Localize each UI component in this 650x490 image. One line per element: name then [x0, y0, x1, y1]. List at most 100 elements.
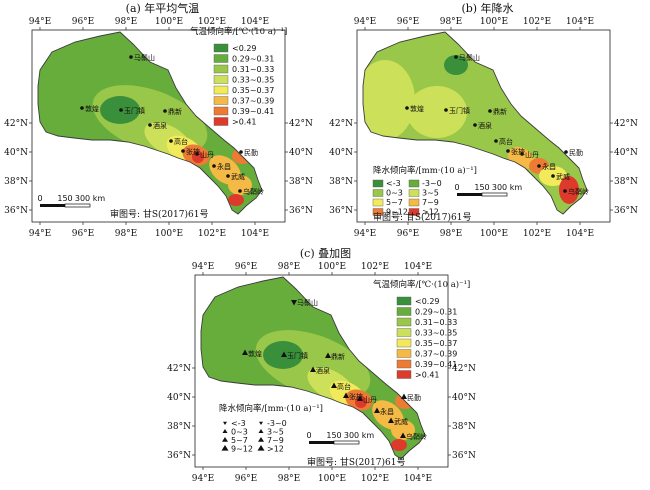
- legend-label: >12: [267, 445, 284, 454]
- legend-swatch: [213, 64, 229, 74]
- legend-label: 0.35~0.37: [415, 339, 457, 348]
- isoline-zone: [355, 396, 367, 408]
- review-number: 审图号: 甘S(2017)61号: [110, 208, 208, 220]
- y-tick-label: 36°N: [289, 206, 313, 216]
- scale-label: 150: [474, 183, 489, 192]
- panel-title: (a) 年平均气温: [125, 2, 200, 15]
- legend-label: 5~7: [386, 198, 403, 207]
- x-tick-label: 102°E: [523, 17, 551, 27]
- legend-swatch: [372, 189, 384, 197]
- legend-swatch: [213, 75, 229, 84]
- station-label: 乌鞘岭: [568, 187, 589, 196]
- y-tick-label: 36°N: [452, 451, 476, 461]
- y-tick-label: 40°N: [329, 148, 353, 158]
- x-tick-label: 102°E: [361, 474, 389, 484]
- x-tick-label: 94°E: [354, 17, 377, 27]
- legend-title: 气温倾向率/[℃·(10 a)⁻¹]: [190, 26, 287, 37]
- station-label: 永昌: [380, 407, 394, 416]
- map-precipitation: 94°E 94°E 96°E 96°E 98°E 98°E 100°E 100°E 102°E 1…: [329, 17, 638, 239]
- legend-title: 气温倾向率/[℃·(10 a)⁻¹]: [373, 279, 470, 290]
- legend-label: 0.31~0.33: [415, 318, 457, 327]
- legend-swatch: [213, 85, 229, 95]
- x-tick-label: 96°E: [72, 229, 95, 239]
- station-dot: [494, 139, 498, 143]
- x-tick-label: 98°E: [440, 17, 463, 27]
- y-tick-label: 42°N: [614, 119, 638, 129]
- x-tick-label: 94°E: [354, 229, 377, 239]
- scale-bar: [64, 203, 91, 208]
- legend-swatch: [408, 179, 420, 188]
- legend-title: 降水倾向率/[mm·(10 a)⁻¹]: [373, 165, 477, 176]
- scale-label: 300 km: [75, 194, 105, 203]
- legend-swatch: [372, 198, 384, 207]
- station-label: 高台: [499, 137, 513, 146]
- station-dot: [405, 106, 409, 110]
- station-label: 敦煌: [410, 104, 424, 113]
- legend-label: 0.35~0.37: [232, 86, 274, 95]
- map-frame: [31, 29, 286, 223]
- station-label: 乌鞘岭: [406, 432, 427, 441]
- station-marker: [325, 352, 331, 358]
- y-tick-label: 40°N: [4, 148, 28, 158]
- map-frame: [194, 274, 449, 468]
- x-tick-label: 102°E: [198, 17, 226, 27]
- x-tick-label: 96°E: [235, 262, 258, 272]
- y-tick-label: 42°N: [289, 119, 313, 129]
- station-label: 乌鞘岭: [243, 187, 264, 196]
- legend-label: 0.37~0.39: [232, 97, 274, 106]
- legend-swatch: [396, 349, 412, 358]
- x-tick-label: 100°E: [155, 229, 183, 239]
- station-label: 武威: [394, 417, 408, 426]
- y-tick-label: 38°N: [329, 177, 353, 187]
- x-tick-label: 104°E: [566, 229, 594, 239]
- x-tick-label: 100°E: [318, 262, 346, 272]
- station-marker: [400, 432, 406, 438]
- station-dot: [551, 174, 555, 178]
- station-dot: [195, 152, 199, 156]
- station-marker: [281, 351, 287, 357]
- isoline-zone: [192, 151, 204, 163]
- station-marker: [310, 366, 316, 372]
- scale-bar: [40, 204, 65, 207]
- y-tick-label: 42°N: [167, 364, 191, 374]
- y-tick-label: 38°N: [167, 422, 191, 432]
- station-dot: [488, 109, 492, 113]
- station-label: 马鬃山: [297, 298, 318, 307]
- legend-swatch: [372, 179, 384, 188]
- station-label: 鼎新: [493, 107, 507, 116]
- x-tick-label: 98°E: [115, 17, 138, 27]
- legend-label: <0.29: [232, 44, 257, 53]
- station-dot: [148, 123, 152, 127]
- scale-label: 150: [57, 194, 72, 203]
- y-tick-label: 40°N: [289, 148, 313, 158]
- station-dot: [444, 108, 448, 112]
- y-tick-label: 40°N: [452, 393, 476, 403]
- station-label: 马鬃山: [134, 53, 155, 62]
- station-marker: [343, 392, 349, 398]
- station-label: 酒泉: [316, 366, 330, 375]
- y-tick-label: 42°N: [452, 364, 476, 374]
- isoline-zone: [474, 121, 516, 155]
- legend-label: 0~3: [231, 428, 248, 437]
- scale-label: 150: [326, 431, 341, 440]
- legend-label: 5~7: [231, 436, 248, 445]
- y-tick-label: 36°N: [4, 206, 28, 216]
- x-tick-label: 102°E: [361, 262, 389, 272]
- review-number: 审图号: 甘S(2017)61号: [307, 456, 405, 468]
- map-temperature: 94°E 94°E 96°E 96°E 98°E 98°E 100°E 100°E 102°E 1…: [4, 17, 313, 239]
- station-label: 酒泉: [478, 121, 492, 130]
- station-marker: [331, 382, 337, 388]
- station-label: 张掖: [349, 392, 363, 401]
- y-tick-label: 42°N: [4, 119, 28, 129]
- panel-title: (c) 叠加图: [299, 247, 352, 260]
- station-dot: [226, 174, 230, 178]
- scale-label: 300 km: [492, 183, 522, 192]
- station-label: 敦煌: [85, 104, 99, 113]
- station-dot: [169, 139, 173, 143]
- station-label: 玉门镇: [449, 106, 470, 115]
- x-tick-label: 94°E: [29, 17, 52, 27]
- station-dot: [473, 123, 477, 127]
- legend-label: 3~5: [267, 428, 284, 437]
- scale-label: 300 km: [344, 431, 374, 440]
- scale-bar: [309, 441, 334, 444]
